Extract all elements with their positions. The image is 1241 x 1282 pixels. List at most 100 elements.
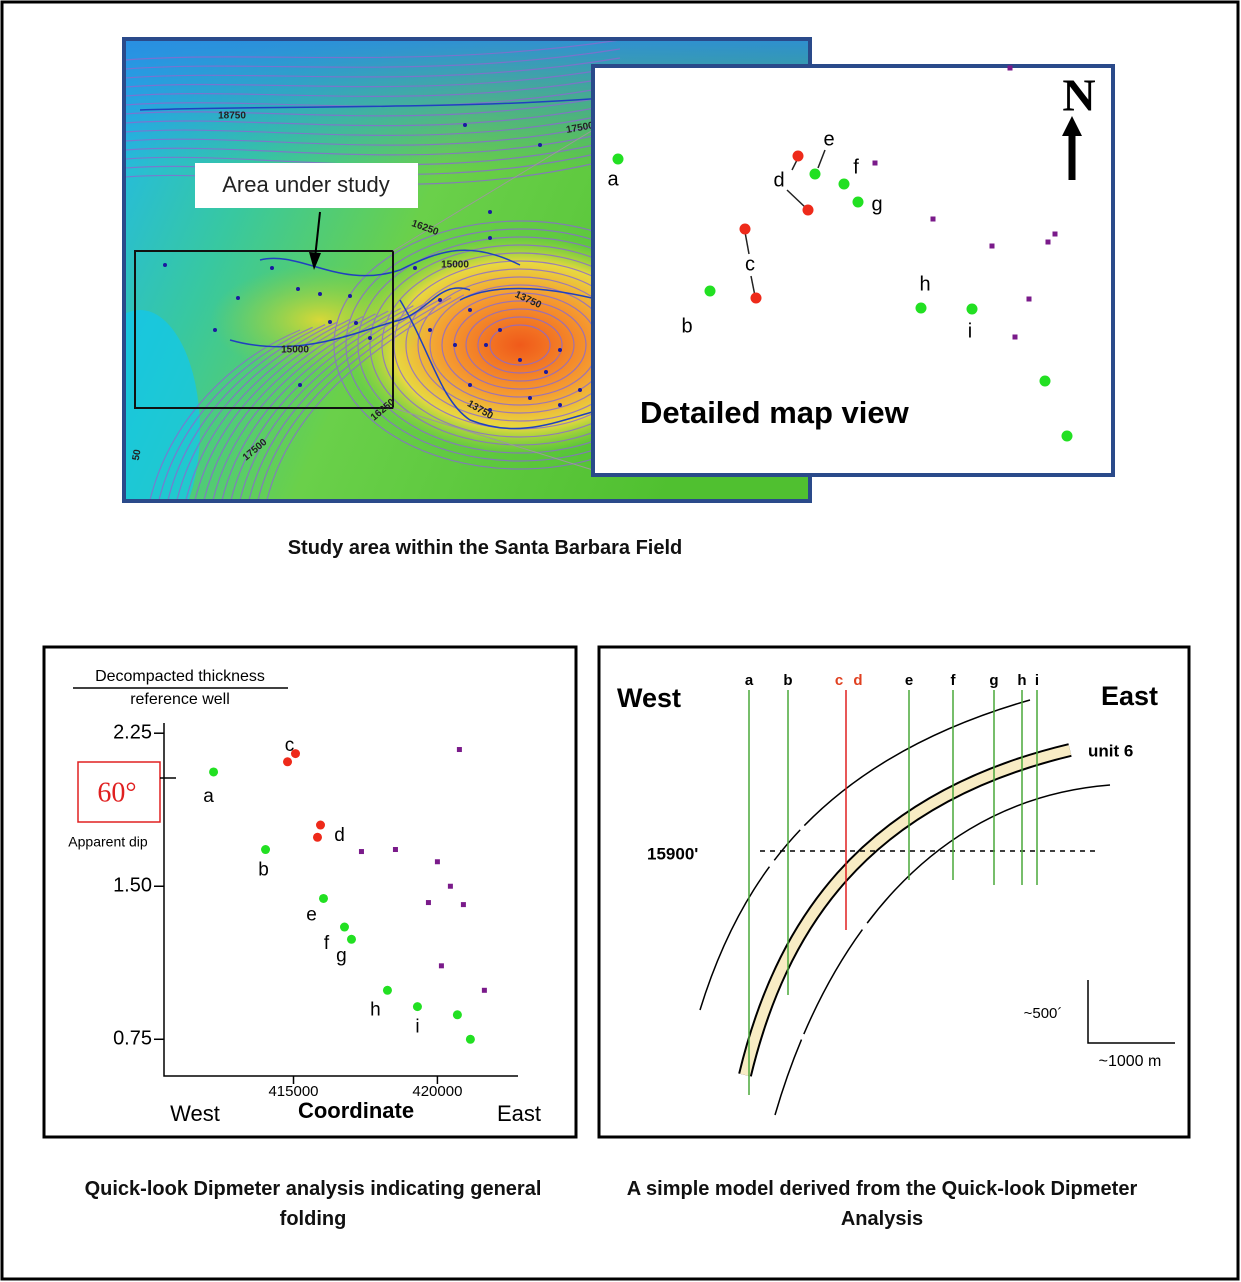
- detail-well: [802, 204, 814, 216]
- model-caption: A simple model derived from the Quick-lo…: [626, 1178, 1138, 1230]
- map-well: [298, 383, 302, 387]
- well-label: d: [853, 672, 862, 689]
- detail-well: [739, 223, 751, 235]
- arrow-head: [309, 252, 321, 270]
- well-label: e: [905, 672, 913, 689]
- dip-label: Apparent dip: [68, 834, 148, 850]
- point-label: e: [306, 904, 317, 925]
- chart-caption: Quick-look Dipmeter analysis indicating …: [84, 1178, 542, 1230]
- point: [412, 1002, 422, 1012]
- y-tick-label: 2.25: [113, 721, 152, 743]
- model-border: [597, 645, 1191, 1139]
- map-well: [544, 370, 548, 374]
- point: [447, 883, 453, 889]
- well-label: c: [745, 253, 755, 275]
- point: [290, 749, 300, 759]
- depth-label: 15900': [647, 844, 698, 863]
- detail-well: [915, 302, 927, 314]
- detail-well: [704, 285, 716, 297]
- detail-well: [1026, 296, 1032, 302]
- x-right-label: East: [497, 1101, 541, 1126]
- connector: [392, 407, 594, 471]
- well-label: i: [1035, 672, 1039, 689]
- well-label: b: [681, 315, 692, 337]
- map-well: [468, 308, 472, 312]
- y-tick-label: 1.50: [113, 875, 152, 897]
- detail-well: [1039, 375, 1051, 387]
- map-well: [558, 403, 562, 407]
- axes: [163, 723, 518, 1077]
- detail-well: [838, 178, 850, 190]
- point: [319, 893, 329, 903]
- point-label: i: [415, 1017, 419, 1038]
- map-well: [484, 343, 488, 347]
- map-well: [368, 336, 372, 340]
- x-label: Coordinate: [298, 1098, 414, 1123]
- detail-well: [872, 160, 878, 166]
- map-well: [528, 396, 532, 400]
- point-label: a: [203, 786, 214, 807]
- well-label: e: [823, 128, 834, 150]
- well-label: h: [1017, 672, 1026, 689]
- detail-well: [792, 150, 804, 162]
- well-label: c: [835, 672, 843, 689]
- map-well: [318, 292, 322, 296]
- chart-border: [42, 645, 578, 1139]
- y-tick-label: 0.75: [113, 1028, 152, 1050]
- detail-well: [930, 216, 936, 222]
- contour-label: 18750: [218, 111, 246, 122]
- detail-well: [1007, 65, 1013, 71]
- study-rectangle: [134, 250, 394, 409]
- map-well: [413, 266, 417, 270]
- x-tick-label: 415000: [268, 1083, 318, 1100]
- y-label: Decompacted thickness: [95, 668, 265, 685]
- point: [425, 900, 431, 906]
- well-connectors: [744, 149, 826, 297]
- well-label: a: [745, 672, 754, 689]
- point: [434, 859, 440, 865]
- point: [460, 902, 466, 908]
- well-label: g: [989, 672, 998, 689]
- map-well: [558, 348, 562, 352]
- point: [261, 845, 271, 855]
- map-well: [488, 408, 492, 412]
- detail-well: [1061, 430, 1073, 442]
- point: [456, 747, 462, 753]
- detail-well: [1045, 239, 1051, 245]
- well-label: a: [607, 168, 619, 190]
- x-left-label: West: [170, 1101, 220, 1126]
- contour-label: 15000: [281, 345, 309, 356]
- detail-well: [1012, 334, 1018, 340]
- map-well: [463, 123, 467, 127]
- point: [452, 1010, 462, 1020]
- well-label: b: [783, 672, 792, 689]
- contour-label: 17500: [565, 120, 595, 136]
- contour-label: 15000: [441, 260, 469, 271]
- map-well: [428, 328, 432, 332]
- north-label: N: [1062, 70, 1095, 121]
- detail-well: [852, 196, 864, 208]
- point-label: b: [258, 860, 269, 881]
- map-well: [538, 143, 542, 147]
- dip-value: 60°: [97, 777, 136, 808]
- map-well: [488, 210, 492, 214]
- map-well: [296, 287, 300, 291]
- connector: [392, 129, 594, 252]
- point-label: g: [336, 945, 347, 966]
- detail-well: [809, 168, 821, 180]
- map-well: [453, 343, 457, 347]
- point: [339, 922, 349, 932]
- x-tick-label: 420000: [412, 1083, 462, 1100]
- map-well: [213, 328, 217, 332]
- map-well: [328, 320, 332, 324]
- point: [283, 757, 293, 767]
- detail-well: [1052, 231, 1058, 237]
- well-label: f: [853, 156, 859, 178]
- point: [358, 849, 364, 855]
- map-well: [468, 383, 472, 387]
- west-label: West: [617, 683, 681, 713]
- point-label: f: [324, 933, 330, 954]
